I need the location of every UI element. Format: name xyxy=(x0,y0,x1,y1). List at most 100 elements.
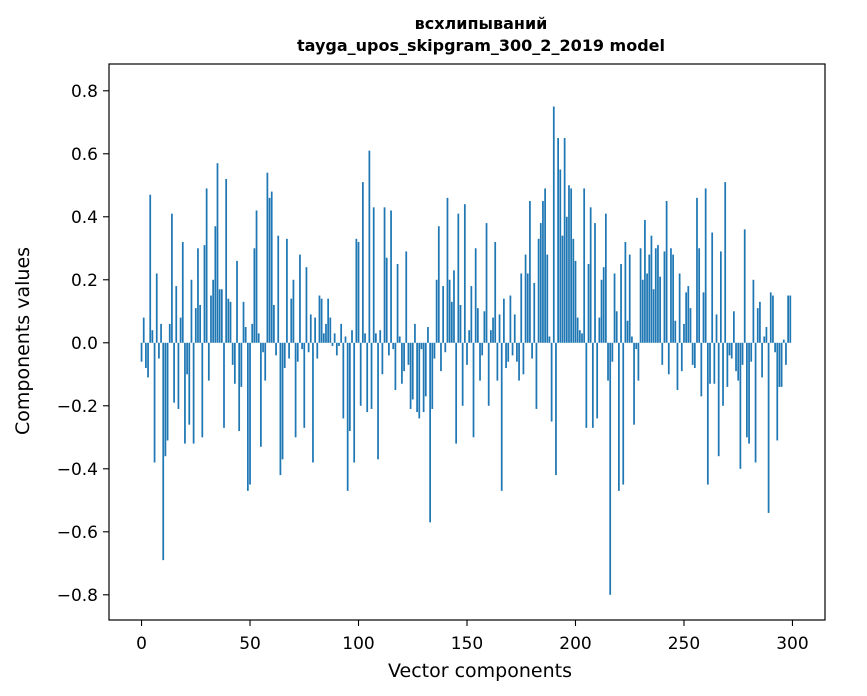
bar-265 xyxy=(715,314,718,343)
bar-215 xyxy=(607,342,609,381)
bar-114 xyxy=(388,342,390,356)
bar-243 xyxy=(667,342,670,375)
bar-188 xyxy=(548,336,551,343)
bar-167 xyxy=(503,298,505,343)
bar-183 xyxy=(537,238,540,343)
bar-174 xyxy=(518,342,520,381)
bar-120 xyxy=(401,342,403,384)
bar-213 xyxy=(602,267,605,343)
bar-54 xyxy=(257,333,260,343)
bar-121 xyxy=(403,342,405,372)
bar-221 xyxy=(620,264,622,343)
bar-78 xyxy=(309,314,312,343)
x-tick-label-0: 0 xyxy=(136,634,147,654)
bar-87 xyxy=(329,317,332,343)
bar-282 xyxy=(752,279,755,343)
bar-181 xyxy=(533,282,536,343)
bar-229 xyxy=(637,342,640,381)
bar-158 xyxy=(483,311,486,343)
bar-286 xyxy=(761,342,763,378)
bar-13 xyxy=(168,323,171,343)
bar-256 xyxy=(696,197,698,343)
bar-41 xyxy=(229,301,232,343)
bar-170 xyxy=(509,295,512,343)
bar-35 xyxy=(216,163,219,343)
bar-131 xyxy=(424,342,427,397)
bar-241 xyxy=(663,251,666,343)
bar-137 xyxy=(437,226,440,343)
bar-49 xyxy=(246,342,249,491)
bar-88 xyxy=(331,342,334,346)
bar-255 xyxy=(693,342,696,368)
bar-152 xyxy=(470,286,473,343)
bar-29 xyxy=(203,245,206,343)
bar-228 xyxy=(635,342,638,350)
bar-57 xyxy=(264,342,267,381)
bar-37 xyxy=(220,289,223,343)
bar-101 xyxy=(359,342,362,406)
bar-64 xyxy=(279,342,282,476)
x-tick-label-300: 300 xyxy=(776,634,808,654)
bar-252 xyxy=(687,286,690,343)
bar-124 xyxy=(409,342,412,409)
bar-0 xyxy=(140,342,143,362)
bar-2 xyxy=(145,342,147,368)
bar-214 xyxy=(604,213,607,343)
chart-title-line1: всхлипываний xyxy=(415,14,548,33)
bar-276 xyxy=(739,342,742,469)
bar-143 xyxy=(450,301,453,343)
bar-151 xyxy=(468,330,471,343)
bar-246 xyxy=(674,320,677,343)
bar-141 xyxy=(446,197,449,343)
bar-283 xyxy=(754,342,757,463)
bar-76 xyxy=(305,267,308,343)
bar-154 xyxy=(474,248,477,343)
bar-142 xyxy=(448,279,451,343)
y-tick-label-3: −0.2 xyxy=(57,397,98,417)
bar-233 xyxy=(646,273,648,343)
x-axis-label: Vector components xyxy=(388,660,572,682)
bar-series xyxy=(140,106,792,595)
bar-129 xyxy=(420,342,423,350)
bar-147 xyxy=(459,304,462,343)
bar-84 xyxy=(322,333,325,343)
bar-184 xyxy=(539,223,542,343)
bar-72 xyxy=(296,342,299,362)
bar-144 xyxy=(453,270,455,343)
y-tick-label-8: 0.8 xyxy=(71,82,98,102)
bar-149 xyxy=(463,204,466,343)
bar-195 xyxy=(563,138,566,343)
bar-4 xyxy=(149,194,152,343)
bar-150 xyxy=(466,342,468,365)
bar-95 xyxy=(346,342,349,491)
bar-28 xyxy=(201,342,204,438)
bar-102 xyxy=(361,182,364,343)
bar-175 xyxy=(520,273,523,343)
bar-284 xyxy=(756,308,759,343)
bar-162 xyxy=(492,317,494,343)
bar-297 xyxy=(785,342,787,365)
bar-90 xyxy=(335,342,338,356)
bar-206 xyxy=(587,264,590,343)
bar-248 xyxy=(678,273,681,343)
bar-249 xyxy=(680,342,683,372)
bar-156 xyxy=(479,342,481,381)
y-tick-label-2: −0.4 xyxy=(57,460,98,480)
bar-112 xyxy=(383,207,386,343)
bar-91 xyxy=(338,342,340,346)
bar-164 xyxy=(496,342,499,381)
bar-187 xyxy=(546,254,549,343)
bar-75 xyxy=(303,342,306,428)
x-tick-label-250: 250 xyxy=(668,634,700,654)
bar-198 xyxy=(570,188,573,343)
bar-23 xyxy=(190,279,193,343)
bar-220 xyxy=(618,342,620,491)
bar-192 xyxy=(557,138,559,343)
y-axis-label: Components values xyxy=(12,247,34,435)
bar-287 xyxy=(763,336,766,343)
bar-173 xyxy=(516,342,518,362)
bar-203 xyxy=(581,333,583,343)
bar-160 xyxy=(487,342,490,406)
bar-250 xyxy=(683,323,685,343)
